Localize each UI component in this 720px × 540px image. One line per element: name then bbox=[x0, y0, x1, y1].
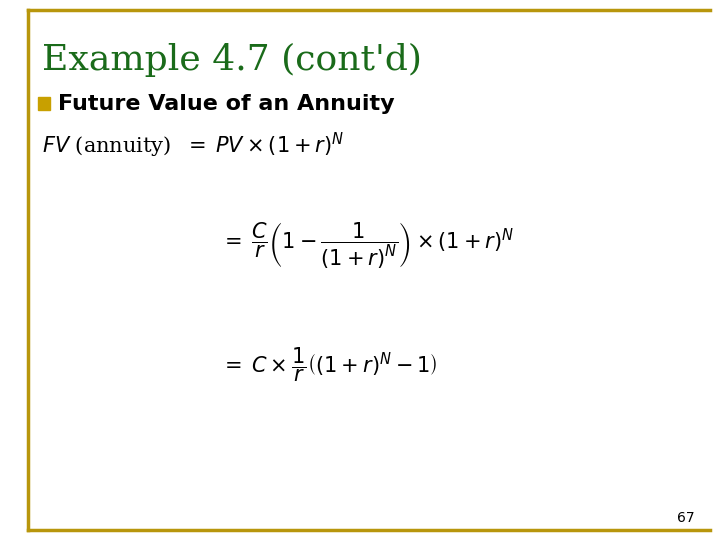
Text: $= \; \dfrac{C}{r} \left(1 - \dfrac{1}{(1+r)^{N}}\right) \times (1+r)^{N}$: $= \; \dfrac{C}{r} \left(1 - \dfrac{1}{(… bbox=[220, 220, 514, 270]
Text: $= \; C \times \dfrac{1}{r} \left((1+r)^{N} - 1\right)$: $= \; C \times \dfrac{1}{r} \left((1+r)^… bbox=[220, 346, 438, 384]
Text: 67: 67 bbox=[678, 511, 695, 525]
Text: Example 4.7 (cont'd): Example 4.7 (cont'd) bbox=[42, 43, 422, 77]
Text: $\mathit{FV}$ (annuity)  $= \; \mathit{PV} \times (1 + r)^{N}$: $\mathit{FV}$ (annuity) $= \; \mathit{PV… bbox=[42, 130, 344, 160]
Bar bbox=[38, 97, 50, 110]
Text: Future Value of an Annuity: Future Value of an Annuity bbox=[58, 94, 395, 114]
